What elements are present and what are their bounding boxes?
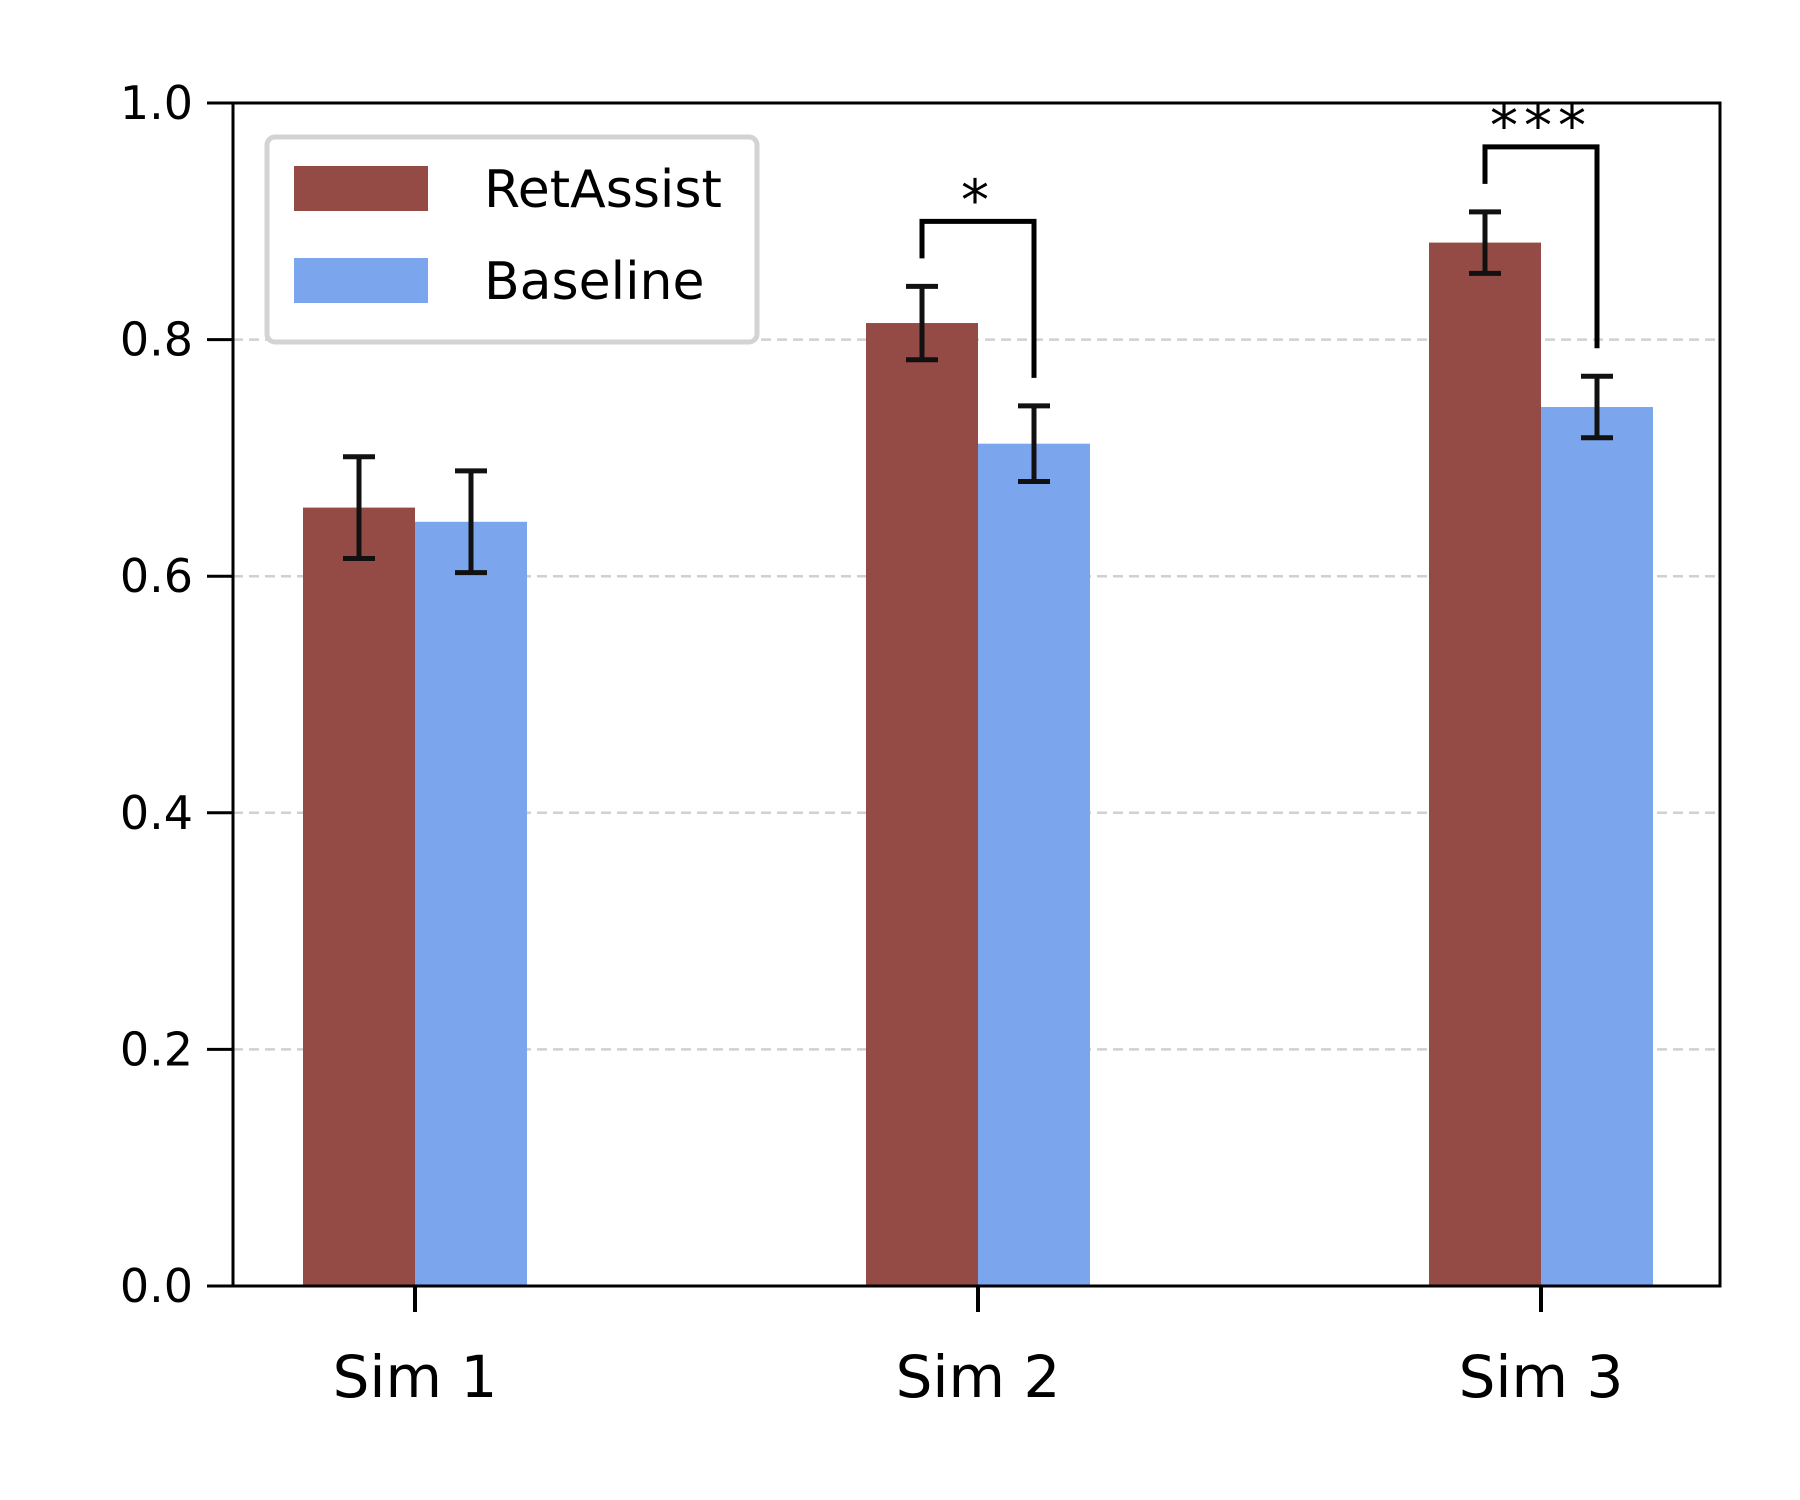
error-bars — [343, 209, 1613, 576]
significance-bracket: * — [919, 168, 1037, 378]
error-bar — [1469, 209, 1501, 276]
y-tick-label: 0.4 — [120, 786, 193, 840]
y-tick-label: 0.8 — [120, 313, 193, 367]
bar-baseline-2 — [978, 443, 1090, 1287]
y-tick-label: 0.2 — [120, 1022, 193, 1076]
legend-swatch-retassist — [294, 166, 428, 211]
error-bar — [343, 454, 375, 561]
legend: RetAssist Baseline — [264, 134, 760, 345]
y-tick-label: 0.6 — [120, 549, 193, 603]
error-bar — [455, 468, 487, 576]
error-bar — [906, 283, 938, 363]
x-axis: Sim 1 Sim 2 Sim 3 — [333, 1286, 1624, 1411]
significance-label: *** — [1490, 94, 1592, 159]
bar-baseline-3 — [1541, 407, 1653, 1286]
bar-retassist-1 — [303, 507, 415, 1286]
bar-retassist-2 — [866, 323, 978, 1287]
bar-retassist-3 — [1429, 242, 1541, 1286]
legend-label-retassist: RetAssist — [484, 160, 722, 220]
bar-baseline-1 — [415, 521, 527, 1286]
x-tick-label: Sim 3 — [1459, 1343, 1624, 1411]
x-tick-label: Sim 2 — [896, 1343, 1061, 1411]
error-bar — [1018, 403, 1050, 485]
significance-bracket: *** — [1482, 94, 1600, 349]
y-tick-label: 1.0 — [120, 76, 193, 130]
legend-label-baseline: Baseline — [484, 252, 704, 312]
significance-annotations: **** — [919, 94, 1600, 378]
bars — [303, 242, 1653, 1287]
y-axis: 0.0 0.2 0.4 0.6 0.8 1.0 — [120, 76, 233, 1313]
error-bar — [1581, 373, 1613, 441]
significance-label: * — [961, 168, 995, 233]
x-tick-label: Sim 1 — [333, 1343, 498, 1411]
y-tick-label: 0.0 — [120, 1259, 193, 1313]
legend-swatch-baseline — [294, 258, 428, 303]
